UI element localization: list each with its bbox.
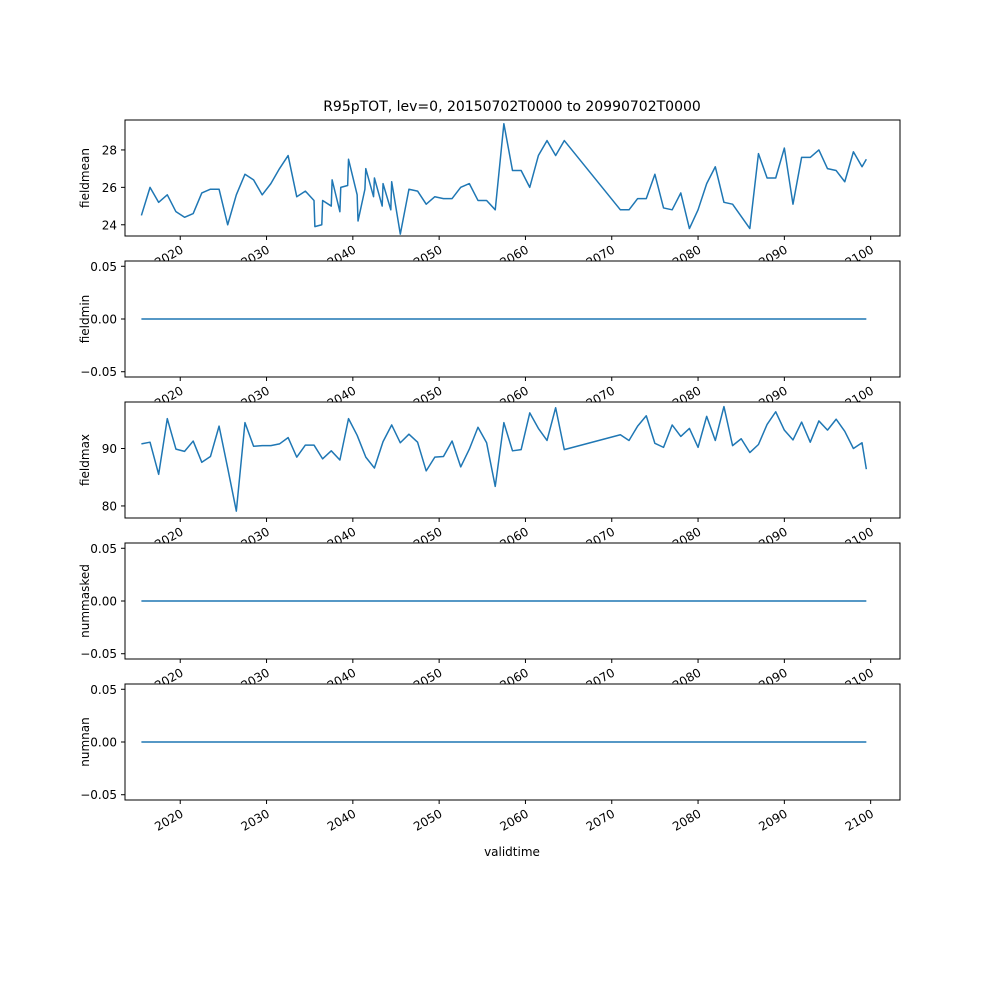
y-tick-label: 26 <box>102 181 117 195</box>
x-tick-label: 2090 <box>756 806 789 833</box>
y-tick-label: 80 <box>102 499 117 513</box>
y-axis-label-nummasked: nummasked <box>78 564 92 638</box>
panel-background <box>125 402 900 518</box>
overlap-mask <box>126 544 900 548</box>
y-tick-label: 0.00 <box>90 313 117 327</box>
x-tick-label: 2040 <box>325 806 358 833</box>
axes-frame-fieldmean <box>124 119 901 237</box>
chart-title: R95pTOT, lev=0, 20150702T0000 to 2099070… <box>323 99 701 115</box>
y-tick-label: 0.05 <box>90 542 117 556</box>
subplot-numnan: −0.05 0.00 0.05 2020 2030 2040 2050 2060 2070 208… <box>78 683 901 834</box>
x-tick-label: 2060 <box>497 806 530 833</box>
y-tick-label: 90 <box>102 442 117 456</box>
y-tick-label: 0.05 <box>90 260 117 274</box>
y-tick-label: 28 <box>102 143 117 157</box>
x-axis-label: validtime <box>484 845 540 859</box>
x-tick-label: 2050 <box>411 806 444 833</box>
subplot-stack: 24 26 28 2020 2030 2040 2050 2060 2070 2080 2090 21… <box>78 119 901 834</box>
x-tick-label: 2080 <box>670 806 703 833</box>
y-tick-label: −0.05 <box>80 788 117 802</box>
y-tick-label: 0.00 <box>90 736 117 750</box>
y-axis-label-fieldmin: fieldmin <box>78 295 92 344</box>
y-tick-label: 24 <box>102 218 117 232</box>
y-tick-label: 0.00 <box>90 595 117 609</box>
overlap-mask <box>126 685 900 689</box>
axes-frame-fieldmax <box>124 401 901 519</box>
y-axis-label-fieldmax: fieldmax <box>78 434 92 486</box>
series-line-fieldmean <box>140 122 867 235</box>
x-tick-label: 2100 <box>843 806 876 833</box>
x-tick-label: 2020 <box>152 806 185 833</box>
y-tick-label: 0.05 <box>90 683 117 697</box>
x-tick-label: 2070 <box>584 806 617 833</box>
y-axis-label-numnan: numnan <box>78 717 92 766</box>
y-axis-label-fieldmean: fieldmean <box>78 148 92 208</box>
overlap-mask <box>126 262 900 266</box>
overlap-mask <box>126 403 900 407</box>
x-tick-label: 2030 <box>239 806 272 833</box>
series-line-fieldmax <box>141 405 868 512</box>
y-tick-label: −0.05 <box>80 647 117 661</box>
y-tick-label: −0.05 <box>80 365 117 379</box>
